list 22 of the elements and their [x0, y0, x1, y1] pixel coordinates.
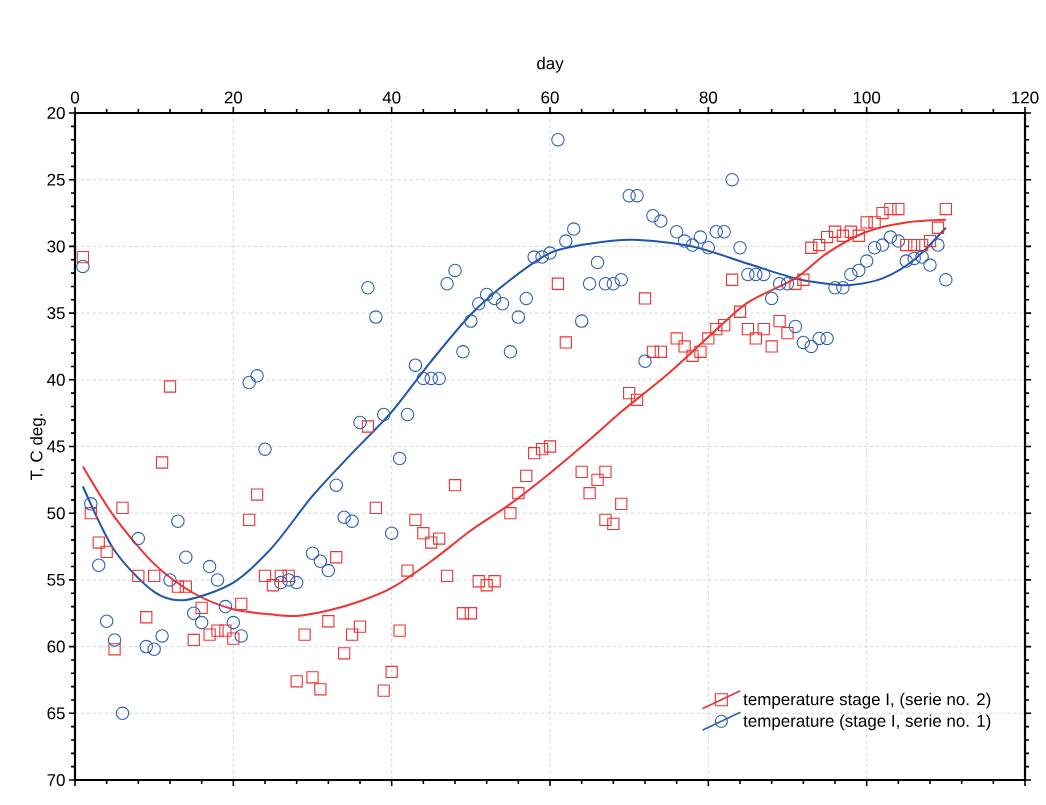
- x-tick-label: 60: [541, 91, 559, 104]
- legend-label: temperature stage I, (serie no. 2): [743, 692, 991, 709]
- x-tick-label: 20: [224, 91, 243, 104]
- y-tick-label: 65: [47, 707, 65, 720]
- y-tick-label: 20: [47, 107, 65, 120]
- y-tick-label: 55: [47, 573, 65, 586]
- y-tick-label: 30: [47, 240, 65, 253]
- x-axis-title: day: [537, 56, 564, 73]
- y-tick-label: 60: [47, 640, 65, 653]
- y-tick-label: 40: [47, 373, 65, 386]
- x-tick-label: 120: [1012, 91, 1039, 104]
- y-tick-label: 45: [47, 440, 65, 453]
- y-tick-label: 50: [47, 507, 65, 520]
- legend-label: temperature (stage I, serie no. 1): [743, 714, 991, 731]
- y-tick-label: 70: [47, 774, 65, 787]
- x-tick-label: 0: [70, 91, 80, 104]
- x-tick-label: 100: [853, 91, 881, 104]
- y-tick-label: 25: [47, 173, 65, 186]
- y-tick-label: 35: [47, 307, 65, 320]
- x-tick-label: 80: [699, 91, 718, 104]
- x-tick-label: 40: [382, 91, 401, 104]
- y-axis-title: T, C deg.: [30, 414, 46, 481]
